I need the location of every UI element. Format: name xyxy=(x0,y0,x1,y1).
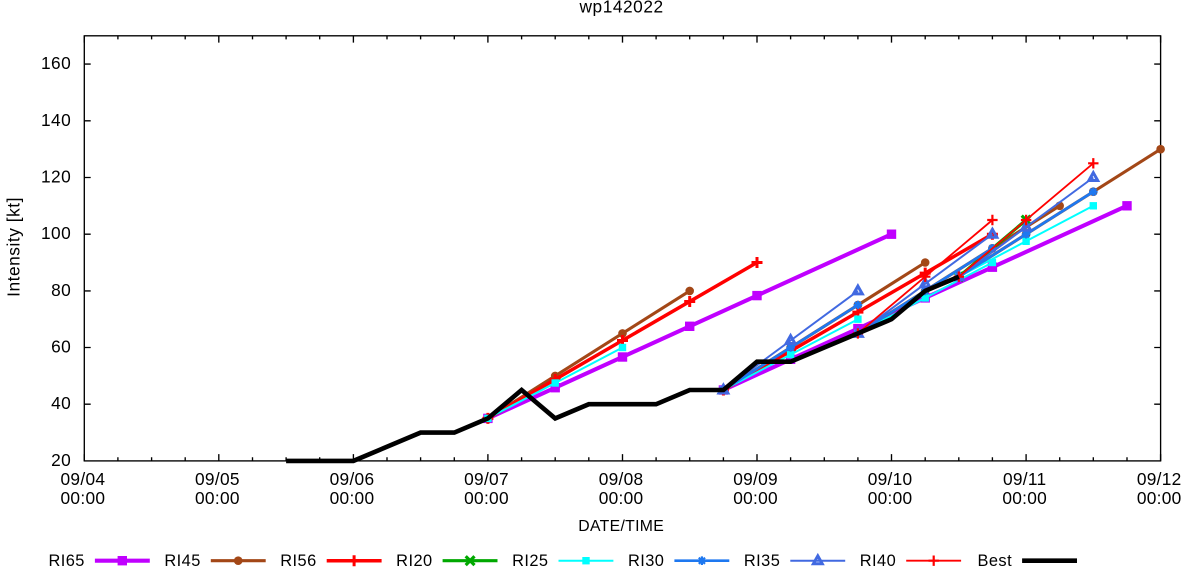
svg-text:09/09: 09/09 xyxy=(733,469,778,489)
svg-text:09/07: 09/07 xyxy=(464,469,509,489)
svg-text:00:00: 00:00 xyxy=(599,488,644,508)
svg-text:RI65: RI65 xyxy=(48,552,84,567)
svg-text:00:00: 00:00 xyxy=(61,488,106,508)
svg-text:100: 100 xyxy=(41,223,71,243)
svg-text:09/04: 09/04 xyxy=(61,469,106,489)
svg-text:00:00: 00:00 xyxy=(195,488,240,508)
svg-text:09/11: 09/11 xyxy=(1003,469,1046,489)
svg-text:120: 120 xyxy=(41,167,71,187)
svg-text:Best: Best xyxy=(977,552,1012,567)
svg-text:RI45: RI45 xyxy=(164,552,200,567)
svg-text:09/12: 09/12 xyxy=(1137,469,1182,489)
svg-text:Intensity [kt]: Intensity [kt] xyxy=(4,197,24,297)
svg-text:20: 20 xyxy=(51,450,71,470)
svg-text:00:00: 00:00 xyxy=(330,488,375,508)
svg-text:09/05: 09/05 xyxy=(195,469,240,489)
svg-text:40: 40 xyxy=(51,393,71,413)
svg-text:00:00: 00:00 xyxy=(733,488,778,508)
svg-text:wp142022: wp142022 xyxy=(579,0,664,16)
svg-text:60: 60 xyxy=(51,337,71,357)
svg-text:09/10: 09/10 xyxy=(868,469,913,489)
svg-text:80: 80 xyxy=(51,280,71,300)
svg-text:DATE/TIME: DATE/TIME xyxy=(578,518,664,535)
svg-text:RI25: RI25 xyxy=(512,552,548,567)
svg-text:160: 160 xyxy=(41,53,71,73)
svg-text:09/08: 09/08 xyxy=(599,469,644,489)
svg-text:00:00: 00:00 xyxy=(464,488,509,508)
svg-text:00:00: 00:00 xyxy=(1137,488,1182,508)
svg-text:RI56: RI56 xyxy=(280,552,316,567)
svg-text:00:00: 00:00 xyxy=(1002,488,1047,508)
svg-text:RI20: RI20 xyxy=(396,552,432,567)
svg-text:140: 140 xyxy=(41,110,71,130)
svg-text:RI30: RI30 xyxy=(628,552,664,567)
svg-text:09/06: 09/06 xyxy=(330,469,375,489)
svg-text:RI40: RI40 xyxy=(860,552,896,567)
svg-text:RI35: RI35 xyxy=(744,552,780,567)
svg-text:00:00: 00:00 xyxy=(868,488,913,508)
